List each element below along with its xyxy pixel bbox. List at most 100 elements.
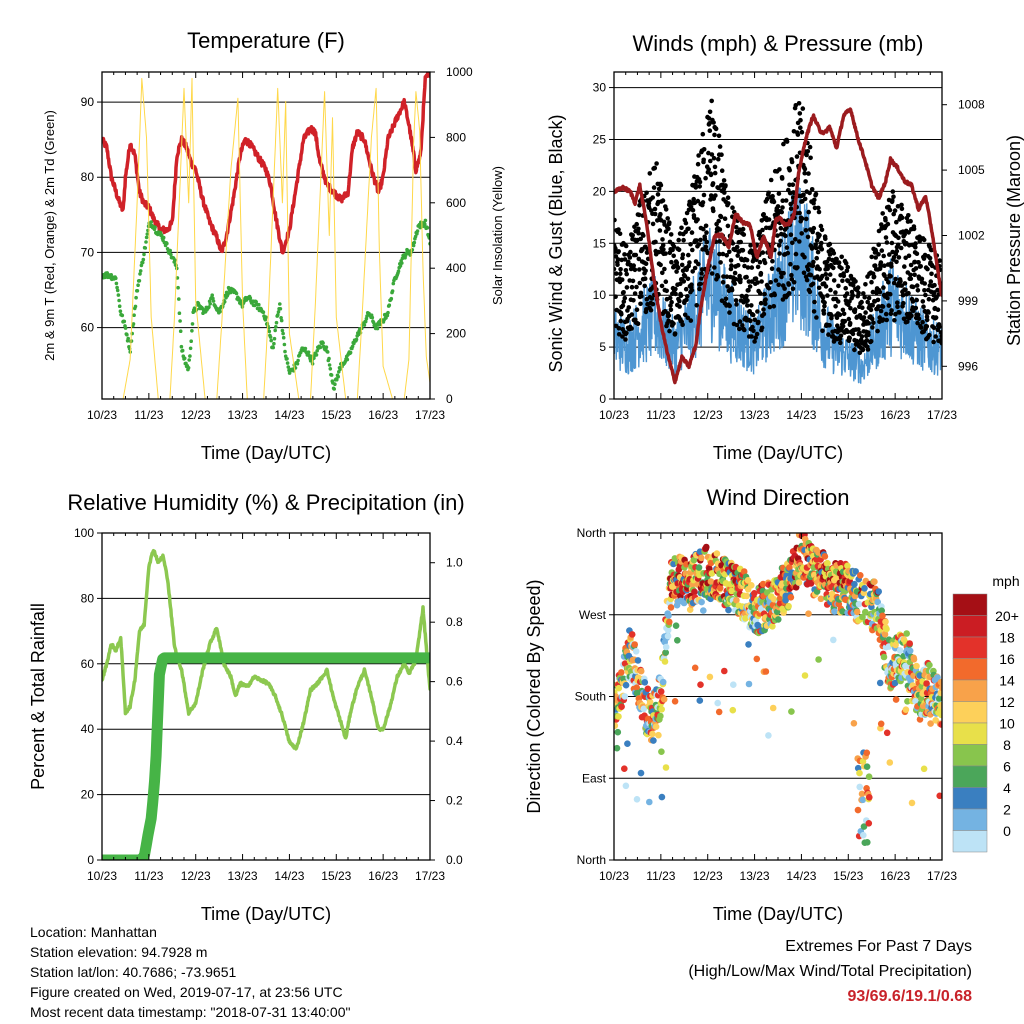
gust-point: [698, 237, 703, 243]
gust-point: [628, 249, 633, 255]
station-info: Location: Manhattan Station elevation: 9…: [30, 922, 350, 1022]
gust-point: [853, 279, 858, 284]
gust-point: [801, 192, 806, 197]
x-tick-label: 16/23: [368, 408, 398, 422]
gust-point: [761, 311, 767, 317]
gust-point: [894, 259, 899, 265]
gust-point: [796, 101, 802, 106]
gust-point: [805, 267, 811, 273]
dew-point: [122, 319, 127, 324]
gust-point: [636, 230, 641, 236]
gust-point: [649, 296, 655, 301]
x-tick-label: 13/23: [740, 869, 770, 883]
gust-point: [669, 259, 674, 265]
dew-point: [274, 325, 278, 329]
gust-point: [911, 226, 917, 232]
y2-tick-label: 0.8: [446, 615, 463, 629]
direction-point: [874, 598, 881, 606]
gust-point: [782, 286, 787, 291]
dew-point: [335, 377, 339, 382]
gust-point: [921, 237, 927, 243]
gust-point: [915, 320, 920, 326]
dew-point: [264, 315, 268, 320]
dew-point: [159, 233, 164, 237]
gust-point: [884, 240, 890, 245]
dew-point: [190, 329, 194, 333]
y2-tick-label: 600: [446, 196, 466, 210]
gust-point: [704, 230, 709, 235]
direction-point: [795, 579, 803, 586]
gust-point: [732, 281, 737, 286]
gust-point: [901, 300, 906, 306]
gust-point: [688, 242, 693, 247]
gust-point: [878, 264, 883, 269]
gust-point: [647, 171, 653, 176]
direction-point: [861, 585, 868, 592]
gust-point: [829, 313, 834, 319]
gust-point: [722, 190, 727, 195]
gust-point: [771, 199, 777, 205]
gust-point: [756, 319, 761, 325]
gust-point: [838, 340, 843, 346]
gust-point: [906, 213, 911, 218]
direction-point: [881, 631, 889, 638]
direction-point: [817, 595, 825, 603]
gust-point: [734, 224, 739, 230]
gust-point: [910, 284, 916, 290]
dew-point: [281, 331, 285, 336]
gust-point: [764, 196, 770, 202]
gust-point: [912, 272, 917, 278]
gust-point: [777, 167, 782, 172]
x-tick-label: 10/23: [599, 869, 629, 883]
gust-point: [901, 316, 907, 322]
dew-point: [153, 225, 157, 230]
dew-point: [267, 329, 272, 334]
gust-point: [732, 270, 738, 276]
gust-point: [913, 241, 918, 246]
y2-tick-label: 999: [958, 294, 978, 308]
y-axis-label: Direction (Colored By Speed): [524, 579, 544, 813]
gust-point: [817, 232, 822, 238]
gust-point: [783, 233, 788, 239]
gust-point: [735, 263, 741, 268]
extremes-subtitle: (High/Low/Max Wind/Total Precipitation): [688, 963, 972, 980]
gust-point: [767, 304, 773, 310]
gust-point: [869, 316, 875, 322]
gust-point: [894, 219, 899, 225]
gust-point: [700, 131, 706, 137]
dew-point: [143, 246, 148, 250]
gust-point: [627, 255, 633, 260]
gust-point: [861, 315, 867, 320]
gust-point: [697, 179, 703, 185]
direction-point: [770, 596, 778, 603]
gust-point: [750, 312, 756, 318]
gust-point: [781, 141, 786, 147]
dew-point: [328, 367, 333, 371]
gust-point: [657, 228, 663, 233]
gust-point: [744, 257, 750, 263]
gust-point: [658, 262, 663, 268]
gust-point: [788, 206, 794, 211]
gust-point: [708, 158, 713, 164]
dew-point: [115, 288, 120, 293]
gust-point: [787, 182, 792, 188]
dew-point: [282, 342, 287, 347]
gust-point: [883, 311, 889, 317]
direction-point: [860, 823, 868, 830]
dew-point: [286, 365, 291, 369]
direction-point: [788, 708, 795, 715]
gust-point: [668, 232, 674, 237]
gust-point: [651, 185, 657, 190]
y2-axis-label: Station Pressure (Maroon): [1004, 135, 1024, 346]
gust-point: [671, 321, 676, 326]
direction-point: [828, 590, 836, 598]
y2-tick-label: 0.6: [446, 675, 463, 689]
dew-point: [345, 357, 350, 362]
dew-point: [115, 285, 119, 290]
gust-point: [715, 274, 721, 280]
gust-point: [887, 291, 893, 297]
gust-point: [709, 98, 714, 104]
gust-point: [690, 269, 695, 274]
gust-point: [845, 264, 851, 270]
gust-point: [614, 294, 618, 299]
